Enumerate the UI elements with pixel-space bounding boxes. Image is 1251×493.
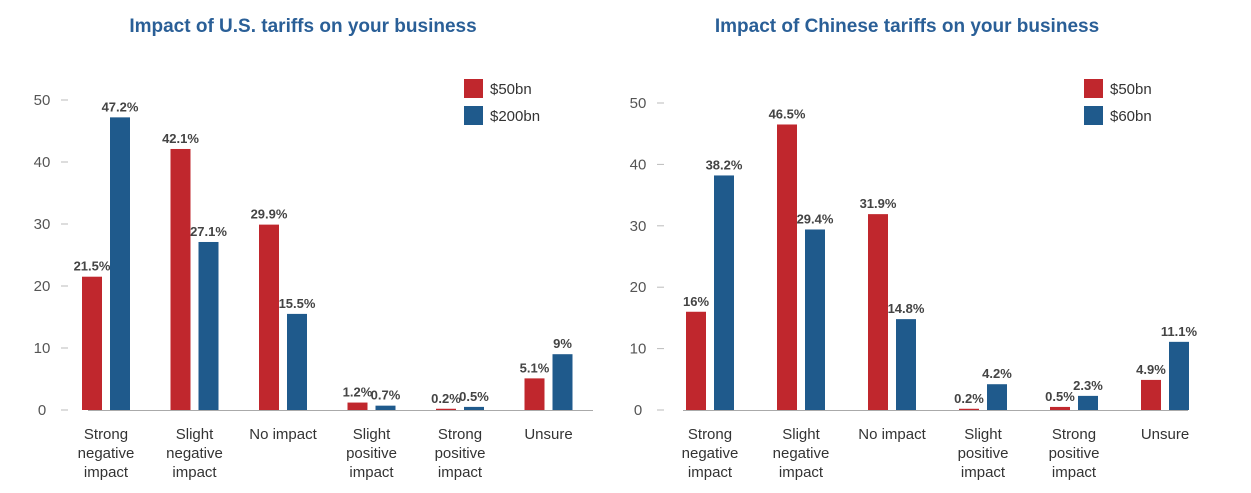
data-label: 15.5%	[279, 296, 316, 311]
y-tick-label: 50	[34, 92, 51, 109]
category-label: Slight negative impact	[773, 426, 830, 481]
chart-1: Impact of U.S. tariffs on your business 0…	[34, 16, 593, 481]
category-label: Strong negative impact	[682, 426, 739, 481]
data-label: 2.3%	[1073, 378, 1103, 393]
bar-50bn	[524, 378, 545, 410]
bar-60bn	[987, 384, 1007, 410]
data-label: 0.5%	[459, 389, 489, 404]
category-label: Strong negative impact	[78, 426, 135, 481]
bar-50bn	[868, 214, 888, 410]
bar-200bn	[287, 313, 307, 410]
y-tick-label: 0	[38, 402, 46, 419]
data-label: 29.9%	[251, 207, 288, 222]
bar-60bn	[896, 319, 916, 410]
data-label: 31.9%	[860, 196, 897, 211]
bar-50bn	[259, 224, 279, 410]
legend-swatch	[464, 106, 483, 125]
legend-label: $60bn	[1110, 108, 1152, 125]
bar-60bn	[805, 229, 825, 410]
legend-label: $50bn	[490, 81, 532, 98]
bar-200bn	[375, 405, 396, 410]
chart-title: Impact of U.S. tariffs on your business	[129, 16, 476, 37]
category-label: No impact	[858, 426, 926, 443]
data-label: 29.4%	[797, 211, 834, 226]
data-label: 0.7%	[371, 388, 401, 403]
data-label: 21.5%	[74, 259, 111, 274]
bar-50bn	[436, 408, 456, 410]
bar-50bn	[1141, 379, 1161, 410]
bar-50bn	[82, 276, 102, 410]
data-label: 14.8%	[888, 301, 925, 316]
y-tick-label: 20	[630, 279, 647, 296]
bar-60bn	[714, 175, 734, 410]
data-label: 16%	[683, 294, 709, 309]
category-label: Unsure	[524, 426, 572, 443]
data-label: 0.2%	[431, 391, 461, 406]
bar-60bn	[1169, 341, 1189, 410]
y-tick-label: 20	[34, 278, 51, 295]
category-label: Strong positive impact	[1049, 426, 1100, 481]
bar-200bn	[198, 241, 219, 410]
legend-swatch	[464, 79, 483, 98]
category-label: No impact	[249, 426, 317, 443]
category-label: Slight negative impact	[166, 426, 223, 481]
y-tick-label: 10	[630, 341, 647, 358]
data-label: 5.1%	[520, 360, 550, 375]
bar-50bn	[686, 311, 706, 410]
chart-title: Impact of Chinese tariffs on your busine…	[715, 16, 1099, 37]
data-label: 4.9%	[1136, 362, 1166, 377]
category-label: Slight positive impact	[346, 426, 397, 481]
category-label: Slight positive impact	[958, 426, 1009, 481]
y-tick-label: 10	[34, 340, 51, 357]
bar-50bn	[777, 124, 797, 411]
y-tick-label: 30	[630, 218, 647, 235]
data-label: 47.2%	[102, 99, 139, 114]
chart-2: Impact of Chinese tariffs on your busine…	[630, 16, 1198, 481]
bar-50bn	[1050, 406, 1070, 410]
y-tick-label: 30	[34, 216, 51, 233]
bar-50bn	[959, 408, 979, 410]
y-tick-label: 40	[630, 156, 647, 173]
y-tick-label: 0	[634, 402, 642, 419]
legend-swatch	[1084, 106, 1103, 125]
bar-200bn	[552, 354, 573, 410]
legend-swatch	[1084, 79, 1103, 98]
y-tick-label: 50	[630, 95, 647, 112]
data-label: 42.1%	[162, 131, 199, 146]
data-label: 0.2%	[954, 391, 984, 406]
data-label: 27.1%	[190, 224, 227, 239]
data-label: 4.2%	[982, 366, 1012, 381]
data-label: 38.2%	[706, 157, 743, 172]
data-label: 9%	[553, 336, 572, 351]
legend-label: $50bn	[1110, 81, 1152, 98]
bar-200bn	[464, 406, 484, 410]
bar-60bn	[1078, 395, 1098, 410]
bar-50bn	[170, 148, 191, 411]
legend-label: $200bn	[490, 108, 540, 125]
category-label: Strong positive impact	[435, 426, 486, 481]
data-label: 46.5%	[769, 106, 806, 121]
bar-200bn	[110, 117, 130, 411]
data-label: 0.5%	[1045, 389, 1075, 404]
y-tick-label: 40	[34, 154, 51, 171]
data-label: 11.1%	[1161, 324, 1198, 339]
bar-50bn	[347, 402, 368, 410]
category-label: Unsure	[1141, 426, 1189, 443]
data-label: 1.2%	[343, 385, 373, 400]
